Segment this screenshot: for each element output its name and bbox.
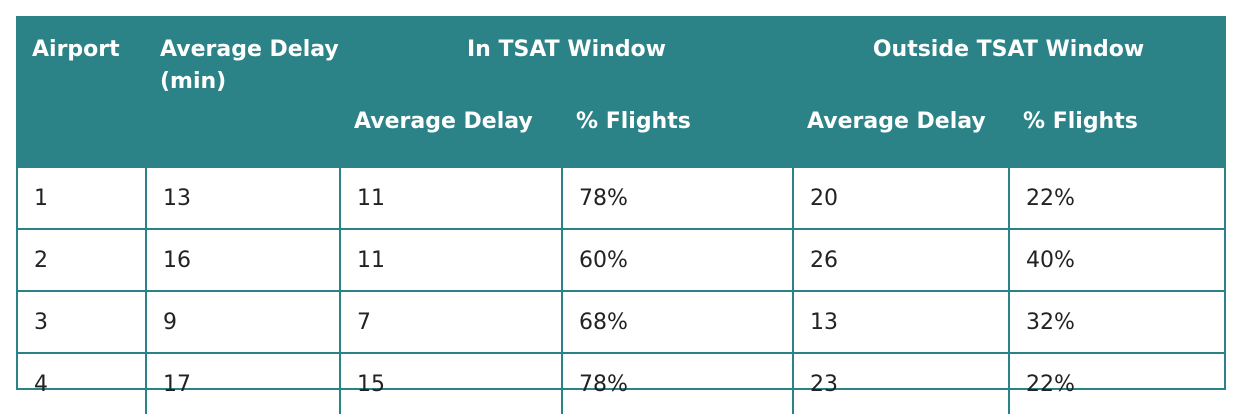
- cell-in-pct-flights: 68%: [562, 290, 794, 353]
- cell-average-delay: 9: [146, 290, 341, 353]
- table-row: 4 17 15 78% 23 22%: [18, 352, 1224, 414]
- delay-table-grid: Airport Average Delay (min) In TSAT Wind…: [18, 18, 1224, 414]
- cell-in-average-delay: 7: [340, 290, 563, 353]
- cell-average-delay: 13: [146, 166, 341, 229]
- header-in-average-delay: Average Delay: [340, 94, 562, 167]
- cell-out-pct-flights: 22%: [1009, 166, 1224, 229]
- cell-out-average-delay: 20: [793, 166, 1010, 229]
- table-body: 1 13 11 78% 20 22% 2 16 11 60% 26 40% 3 …: [18, 166, 1224, 414]
- cell-in-average-delay: 11: [340, 228, 563, 291]
- cell-out-pct-flights: 40%: [1009, 228, 1224, 291]
- header-in-tsat-window: In TSAT Window: [340, 18, 793, 94]
- header-out-average-delay: Average Delay: [793, 94, 1009, 167]
- cell-average-delay: 16: [146, 228, 341, 291]
- cell-airport: 2: [18, 228, 147, 291]
- table-header: Airport Average Delay (min) In TSAT Wind…: [18, 18, 1224, 167]
- table-row: 3 9 7 68% 13 32%: [18, 290, 1224, 353]
- cell-airport: 3: [18, 290, 147, 353]
- cell-average-delay: 17: [146, 352, 341, 414]
- cell-in-average-delay: 15: [340, 352, 563, 414]
- table-row: 2 16 11 60% 26 40%: [18, 228, 1224, 291]
- header-in-pct-flights: % Flights: [562, 94, 793, 167]
- header-outside-tsat-window: Outside TSAT Window: [793, 18, 1224, 94]
- table-row: 1 13 11 78% 20 22%: [18, 166, 1224, 229]
- cell-in-average-delay: 11: [340, 166, 563, 229]
- cell-in-pct-flights: 78%: [562, 166, 794, 229]
- cell-in-pct-flights: 60%: [562, 228, 794, 291]
- header-airport: Airport: [18, 18, 146, 167]
- cell-out-average-delay: 13: [793, 290, 1010, 353]
- cell-airport: 4: [18, 352, 147, 414]
- header-average-delay: Average Delay (min): [146, 18, 340, 167]
- cell-airport: 1: [18, 166, 147, 229]
- cell-out-average-delay: 23: [793, 352, 1010, 414]
- cell-out-pct-flights: 32%: [1009, 290, 1224, 353]
- cell-out-pct-flights: 22%: [1009, 352, 1224, 414]
- header-out-pct-flights: % Flights: [1009, 94, 1224, 167]
- cell-in-pct-flights: 78%: [562, 352, 794, 414]
- delay-table: Airport Average Delay (min) In TSAT Wind…: [16, 16, 1226, 414]
- cell-out-average-delay: 26: [793, 228, 1010, 291]
